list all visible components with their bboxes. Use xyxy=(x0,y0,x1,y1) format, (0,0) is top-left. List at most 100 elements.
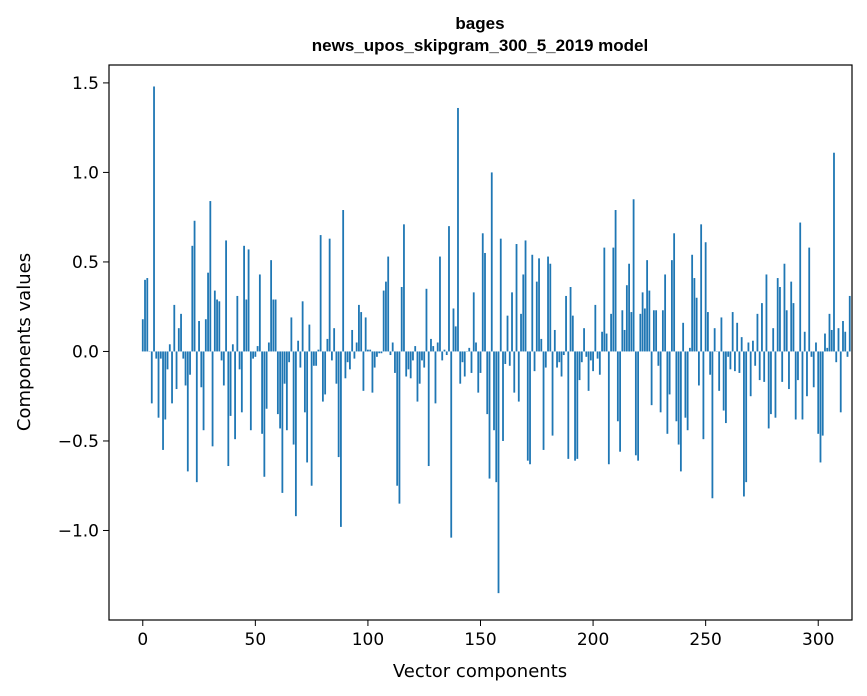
bar xyxy=(711,351,714,499)
bar xyxy=(204,319,207,352)
bar xyxy=(657,351,660,366)
bar xyxy=(373,351,376,368)
bar xyxy=(371,351,374,393)
bar xyxy=(639,313,642,352)
bar xyxy=(231,344,234,352)
bar xyxy=(468,347,471,352)
bar xyxy=(693,278,696,352)
bar xyxy=(450,351,453,538)
bar xyxy=(720,317,723,352)
bar xyxy=(213,290,216,352)
bar xyxy=(400,287,403,352)
bar xyxy=(511,292,513,352)
bar xyxy=(396,351,399,486)
bar xyxy=(833,152,835,352)
x-tick-label: 0 xyxy=(137,630,148,650)
bar xyxy=(475,342,477,352)
bar xyxy=(162,351,164,450)
bar xyxy=(614,210,617,352)
bar xyxy=(679,351,682,472)
bar xyxy=(585,351,588,357)
bar xyxy=(612,247,615,352)
bar xyxy=(583,328,585,352)
bar xyxy=(666,351,669,434)
bar xyxy=(328,238,331,352)
bar xyxy=(520,313,522,352)
bar xyxy=(819,351,822,463)
bar xyxy=(310,351,313,486)
bar xyxy=(434,351,437,404)
bar xyxy=(344,351,347,379)
bar xyxy=(189,351,191,375)
y-axis: −1.0 −0.5 0.0 0.5 1.0 1.5 xyxy=(58,74,109,541)
bar xyxy=(150,351,153,404)
bar xyxy=(788,351,790,390)
bar xyxy=(824,333,826,352)
bar xyxy=(153,86,155,352)
bar xyxy=(274,299,277,352)
bar xyxy=(648,290,651,352)
bar xyxy=(756,313,759,352)
bar xyxy=(776,278,779,352)
bar xyxy=(558,351,561,363)
bar xyxy=(625,285,628,352)
bar xyxy=(272,299,275,352)
bar xyxy=(340,351,342,527)
bar xyxy=(362,351,365,391)
bar xyxy=(177,328,180,352)
bar xyxy=(844,331,847,352)
bar xyxy=(261,351,263,434)
bar xyxy=(574,351,576,461)
bar xyxy=(652,310,655,352)
bar xyxy=(731,312,734,352)
bar xyxy=(695,297,698,352)
bar xyxy=(749,351,752,397)
bar xyxy=(828,313,831,352)
bar xyxy=(736,322,739,352)
bar xyxy=(380,351,383,354)
bar xyxy=(772,328,775,352)
bar xyxy=(376,351,378,357)
bar xyxy=(709,351,712,375)
bar xyxy=(637,351,640,461)
bar xyxy=(254,351,257,357)
x-axis-label: Vector components xyxy=(393,661,567,682)
bar xyxy=(830,329,833,352)
bar xyxy=(297,340,300,352)
bar xyxy=(193,220,196,352)
y-tick-label: 0.5 xyxy=(72,253,99,273)
bar xyxy=(533,351,536,372)
bar xyxy=(506,315,509,352)
bar xyxy=(839,351,842,413)
bar xyxy=(367,349,369,352)
bar xyxy=(409,351,412,379)
bar xyxy=(382,290,385,352)
bar xyxy=(403,224,405,352)
bar xyxy=(306,351,309,463)
bar xyxy=(495,351,498,483)
bar xyxy=(842,321,844,352)
bar xyxy=(421,351,423,361)
bar xyxy=(173,304,176,352)
bar xyxy=(758,351,761,381)
x-tick-label: 300 xyxy=(802,630,834,650)
bar xyxy=(664,274,667,352)
bar xyxy=(416,351,419,402)
bar xyxy=(655,310,658,352)
bar xyxy=(587,351,590,391)
bar xyxy=(441,351,444,361)
bar xyxy=(288,351,291,363)
bar xyxy=(405,351,408,377)
bar xyxy=(299,351,302,368)
bar xyxy=(790,281,793,352)
bar xyxy=(321,351,324,402)
bar xyxy=(358,304,360,352)
bar xyxy=(686,351,689,431)
bar xyxy=(848,295,851,352)
y-tick-label: −1.0 xyxy=(58,521,99,541)
bar xyxy=(781,351,784,382)
bar xyxy=(616,351,619,422)
bar xyxy=(571,315,574,352)
bar xyxy=(551,351,554,436)
bar xyxy=(222,351,225,386)
